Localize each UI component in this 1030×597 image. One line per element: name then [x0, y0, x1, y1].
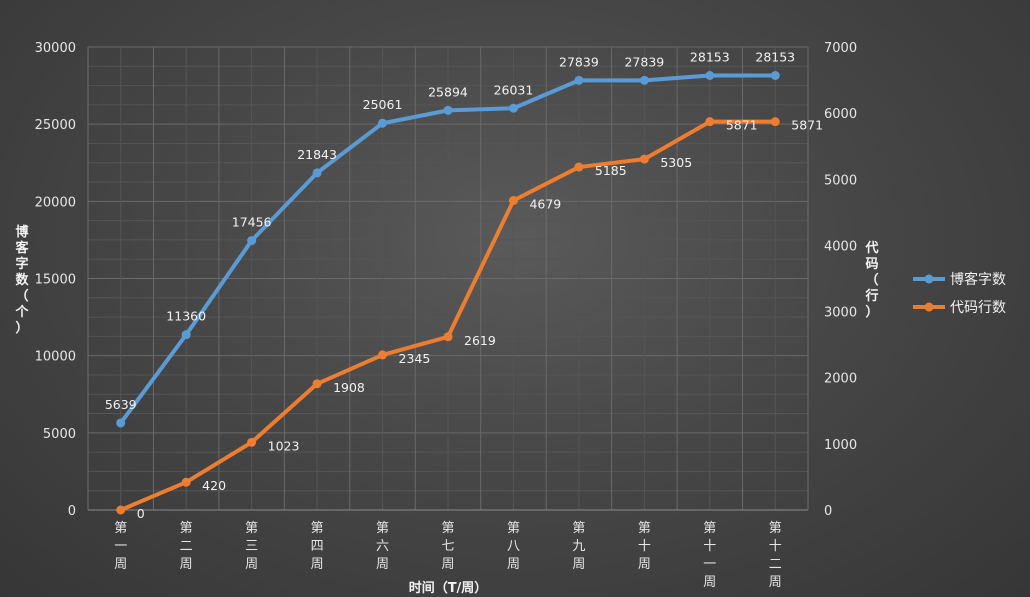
right-tick-label: 2000 [824, 372, 857, 387]
x-tick-label: 第八周 [507, 521, 520, 572]
x-tick-label: 第六周 [376, 521, 389, 572]
legend-label: 博客字数 [950, 271, 1006, 288]
data-point [574, 75, 584, 85]
data-point [116, 505, 126, 515]
left-tick-label: 5000 [43, 427, 76, 442]
data-label: 5305 [660, 155, 692, 170]
data-point [639, 154, 649, 164]
data-label: 27839 [624, 54, 664, 69]
data-point [378, 118, 388, 128]
data-label: 5639 [105, 397, 137, 412]
data-label: 11360 [166, 309, 206, 324]
right-axis-ticks: 0 1000 2000 3000 4000 5000 6000 7000 [824, 41, 857, 519]
right-tick-label: 3000 [824, 306, 857, 321]
data-labels: 5639 11360 17456 21843 25061 25894 26031 27839 2… [105, 50, 823, 521]
data-point [770, 71, 780, 81]
data-label: 2345 [399, 351, 431, 366]
data-point [312, 168, 322, 178]
data-point [247, 437, 257, 447]
x-tick-label: 第二周 [180, 521, 193, 572]
x-tick-label: 第十一周 [703, 521, 716, 590]
data-point [116, 418, 126, 428]
axis-titles: 时间（T/周） 博客字数（个） 代码（行） [14, 224, 878, 596]
left-tick-label: 0 [68, 504, 76, 519]
data-point [770, 117, 780, 127]
data-point [639, 75, 649, 85]
x-axis-title: 时间（T/周） [409, 580, 488, 596]
data-label: 25061 [363, 97, 403, 112]
data-point [247, 236, 257, 246]
x-tick-label: 第四周 [311, 521, 324, 572]
left-tick-label: 25000 [35, 118, 76, 133]
data-point [181, 330, 191, 340]
data-label: 4679 [529, 197, 561, 212]
data-point [508, 103, 518, 113]
right-tick-label: 1000 [824, 438, 857, 453]
left-tick-label: 10000 [35, 350, 76, 365]
right-tick-label: 0 [824, 504, 832, 519]
data-label: 25894 [428, 84, 468, 99]
data-point [574, 162, 584, 172]
data-label: 0 [137, 506, 145, 521]
data-label: 28153 [755, 50, 795, 65]
x-axis-ticks: 第一周 第二周 第三周 第四周 第六周 第七周 第八周 第九周 第十周 第十一周 第十二周 [114, 521, 782, 590]
series-lines [116, 71, 780, 515]
data-label: 17456 [232, 215, 272, 230]
data-label: 5871 [791, 118, 823, 133]
right-tick-label: 7000 [824, 41, 857, 56]
left-tick-label: 15000 [35, 273, 76, 288]
data-label: 5871 [726, 118, 758, 133]
data-point [378, 350, 388, 360]
left-tick-label: 20000 [35, 195, 76, 210]
x-tick-label: 第九周 [572, 521, 585, 572]
left-tick-label: 30000 [35, 41, 76, 56]
x-tick-label: 第十二周 [769, 521, 782, 590]
data-label: 26031 [494, 82, 534, 97]
left-axis-ticks: 0 5000 10000 15000 20000 25000 30000 [35, 41, 76, 519]
data-label: 5185 [595, 163, 627, 178]
legend-marker [924, 274, 934, 284]
data-point [181, 477, 191, 487]
data-label: 1908 [333, 380, 365, 395]
right-tick-label: 5000 [824, 173, 857, 188]
data-point [508, 196, 518, 206]
y-axis-title: 博客字数（个） [14, 224, 29, 336]
x-tick-label: 第一周 [114, 521, 127, 572]
x-tick-label: 第七周 [441, 521, 454, 572]
right-tick-label: 6000 [824, 107, 857, 122]
data-label: 1023 [268, 438, 300, 453]
x-tick-label: 第三周 [245, 521, 258, 572]
data-label: 27839 [559, 54, 599, 69]
data-label: 420 [202, 478, 226, 493]
data-point [705, 117, 715, 127]
data-point [312, 379, 322, 389]
data-point [443, 332, 453, 342]
legend-label: 代码行数 [950, 300, 1006, 316]
data-label: 21843 [297, 147, 337, 162]
gridlines [87, 46, 809, 511]
data-point [705, 71, 715, 81]
legend-marker [924, 302, 934, 312]
y2-axis-title: 代码（行） [864, 240, 878, 320]
data-point [443, 105, 453, 115]
data-label: 2619 [464, 333, 496, 348]
right-tick-label: 4000 [824, 239, 857, 254]
x-tick-label: 第十周 [638, 521, 651, 572]
data-label: 28153 [690, 50, 730, 65]
